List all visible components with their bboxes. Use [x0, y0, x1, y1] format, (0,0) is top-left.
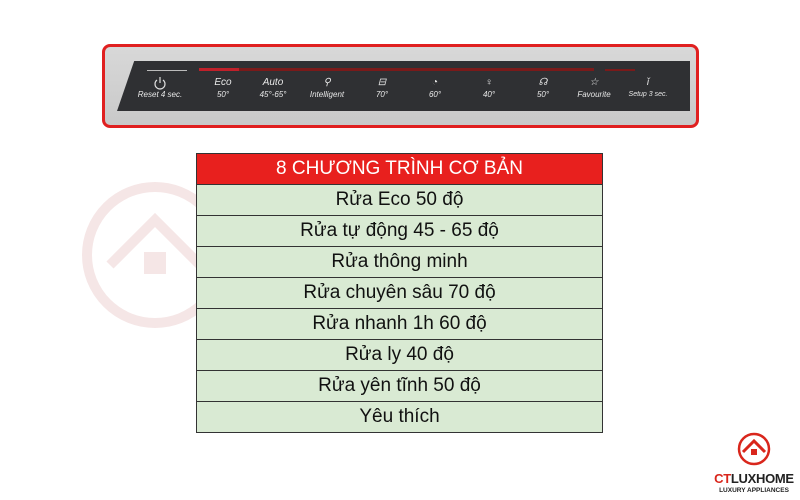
table-header: 8 CHƯƠNG TRÌNH CƠ BẢN [196, 153, 603, 185]
reset-label: Reset 4 sec. [137, 90, 183, 99]
indicator-line [147, 70, 187, 71]
silence-temp: 50° [536, 90, 550, 99]
progress-bar [199, 68, 594, 71]
silence-button[interactable]: ☊ 50° [518, 77, 568, 100]
intelligent-button[interactable]: ⚲ Intelligent [302, 77, 352, 100]
auto-label: Auto [262, 77, 284, 88]
setup-button[interactable]: ǐ Setup 3 sec. [623, 77, 673, 100]
quick-wash-icon: ◔ [431, 77, 439, 88]
quick-temp: 60° [428, 90, 442, 99]
intensive-temp: 70° [375, 90, 389, 99]
eco-button[interactable]: Eco 50° [198, 77, 248, 100]
power-icon [135, 77, 185, 90]
table-row: Rửa nhanh 1h 60 độ [196, 308, 603, 340]
table-row: Rửa Eco 50 độ [196, 184, 603, 216]
control-panel-frame: Reset 4 sec. Eco 50° Auto 45°-65° ⚲ Inte… [102, 44, 699, 128]
table-row: Rửa ly 40 độ [196, 339, 603, 371]
info-icon: ǐ [646, 77, 650, 88]
eco-temp: 50° [216, 90, 230, 99]
table-row: Rửa tự động 45 - 65 độ [196, 215, 603, 247]
silence-icon: ☊ [538, 77, 548, 88]
quick-button[interactable]: ◔ 60° [410, 77, 460, 100]
star-icon: ☆ [589, 77, 599, 88]
intensive-button[interactable]: ⊟ 70° [357, 77, 407, 100]
table-row: Rửa chuyên sâu 70 độ [196, 277, 603, 309]
auto-button[interactable]: Auto 45°-65° [248, 77, 298, 100]
brand-name: CTLUXHOME [714, 471, 794, 486]
brand-logo: CTLUXHOME LUXURY APPLIANCES [712, 432, 796, 495]
progress-bar-fill [199, 68, 239, 71]
intelligent-label: Intelligent [309, 90, 345, 99]
reset-button[interactable]: Reset 4 sec. [135, 77, 185, 100]
auto-temp: 45°-65° [259, 90, 287, 99]
eco-label: Eco [214, 77, 232, 88]
table-row: Rửa thông minh [196, 246, 603, 278]
brand-tagline: LUXURY APPLIANCES [719, 487, 789, 494]
favourite-label: Favourite [577, 90, 611, 99]
table-row: Rửa yên tĩnh 50 độ [196, 370, 603, 402]
setup-label: Setup 3 sec. [628, 91, 668, 98]
control-panel: Reset 4 sec. Eco 50° Auto 45°-65° ⚲ Inte… [117, 61, 690, 111]
glass-temp: 40° [482, 90, 496, 99]
house-icon [737, 432, 771, 466]
setup-indicator [605, 69, 635, 71]
program-table: 8 CHƯƠNG TRÌNH CƠ BẢN Rửa Eco 50 độ Rửa … [196, 153, 603, 433]
favourite-button[interactable]: ☆ Favourite [569, 77, 619, 100]
glass-icon: ♀ [485, 77, 493, 88]
intelligent-icon: ⚲ [323, 77, 331, 88]
table-row: Yêu thích [196, 401, 603, 433]
pot-icon: ⊟ [377, 77, 387, 88]
glass-button[interactable]: ♀ 40° [464, 77, 514, 100]
